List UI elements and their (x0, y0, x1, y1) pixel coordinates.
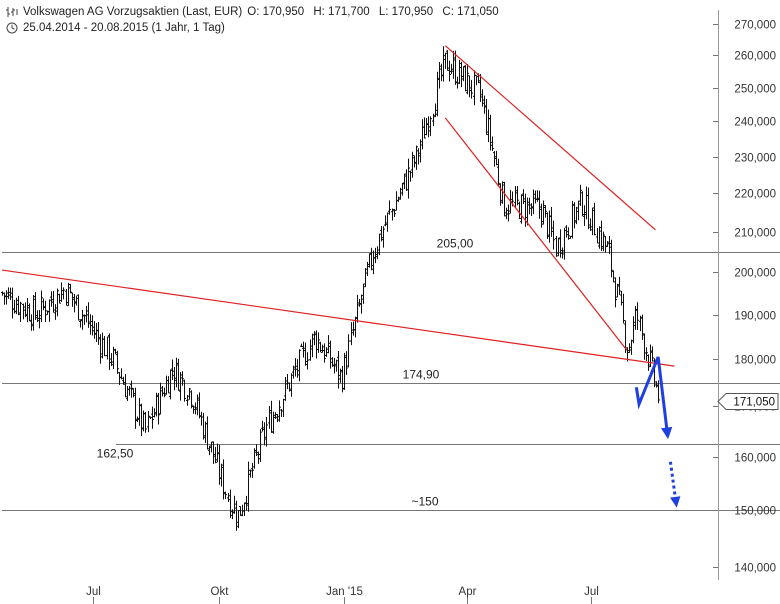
level-label: ~150 (411, 495, 438, 509)
y-axis: 140,000150,000160,000170,000180,000190,0… (713, 10, 776, 580)
x-axis: Jul Okt Jan '15 Apr Jul (86, 586, 599, 604)
price-bars (1, 46, 660, 531)
y-tick-label: 240,000 (734, 117, 776, 129)
y-tick-label: 230,000 (734, 153, 776, 165)
y-tick-label: 210,000 (734, 228, 776, 240)
forecast-arrowhead (661, 426, 673, 440)
trendlines (1, 45, 675, 367)
support-resistance-levels: 205,00 174,90 162,50 ~150 (2, 237, 780, 511)
y-tick-label: 270,000 (734, 20, 776, 32)
y-tick-label: 260,000 (734, 51, 776, 63)
level-label: 162,50 (97, 447, 134, 461)
y-tick-label: 200,000 (734, 268, 776, 280)
candlestick-icon (6, 7, 18, 17)
forecast-dotted-arrowhead (670, 496, 681, 508)
y-tick-label: 250,000 (734, 84, 776, 96)
open-value: O: 170,950 (247, 6, 305, 18)
last-price-label: 171,050 (733, 397, 775, 409)
forecast-line (634, 356, 670, 437)
x-tick-label: Okt (211, 586, 230, 598)
chart-title: Volkswagen AG Vorzugsaktien (Last, EUR) (23, 6, 243, 18)
x-tick-label: Jan '15 (326, 586, 363, 598)
range-row: 25.04.2014 - 20.08.2015 (1 Jahr, 1 Tag) (6, 20, 499, 36)
x-tick-label: Jul (86, 586, 101, 598)
y-tick-label: 180,000 (734, 355, 776, 367)
close-value: C: 171,050 (442, 6, 499, 18)
forecast-dotted-line (668, 461, 678, 502)
low-value: L: 170,950 (378, 6, 434, 18)
y-tick-label: 190,000 (734, 311, 776, 323)
last-price-marker: 171,050 (717, 393, 779, 410)
y-tick-label: 140,000 (734, 563, 776, 575)
last-price-box (717, 393, 779, 410)
y-tick-label: 150,000 (734, 506, 776, 518)
title-row: Volkswagen AG Vorzugsaktien (Last, EUR) … (6, 4, 499, 20)
trendline (444, 45, 656, 231)
level-label: 205,00 (437, 237, 474, 251)
trendline (444, 117, 628, 351)
forecast-path (634, 356, 681, 508)
ohlc-values: O: 170,950 H: 171,700 L: 170,950 C: 171,… (247, 4, 498, 20)
high-value: H: 171,700 (313, 6, 370, 18)
x-tick-label: Jul (584, 586, 599, 598)
level-label: 174,90 (403, 368, 440, 382)
y-tick-label: 160,000 (734, 453, 776, 465)
y-tick-label: 220,000 (734, 189, 776, 201)
clock-icon (6, 22, 18, 34)
date-range: 25.04.2014 - 20.08.2015 (1 Jahr, 1 Tag) (23, 22, 225, 34)
chart-header: Volkswagen AG Vorzugsaktien (Last, EUR) … (6, 4, 499, 36)
x-tick-label: Apr (459, 586, 477, 598)
trendline (1, 269, 675, 367)
